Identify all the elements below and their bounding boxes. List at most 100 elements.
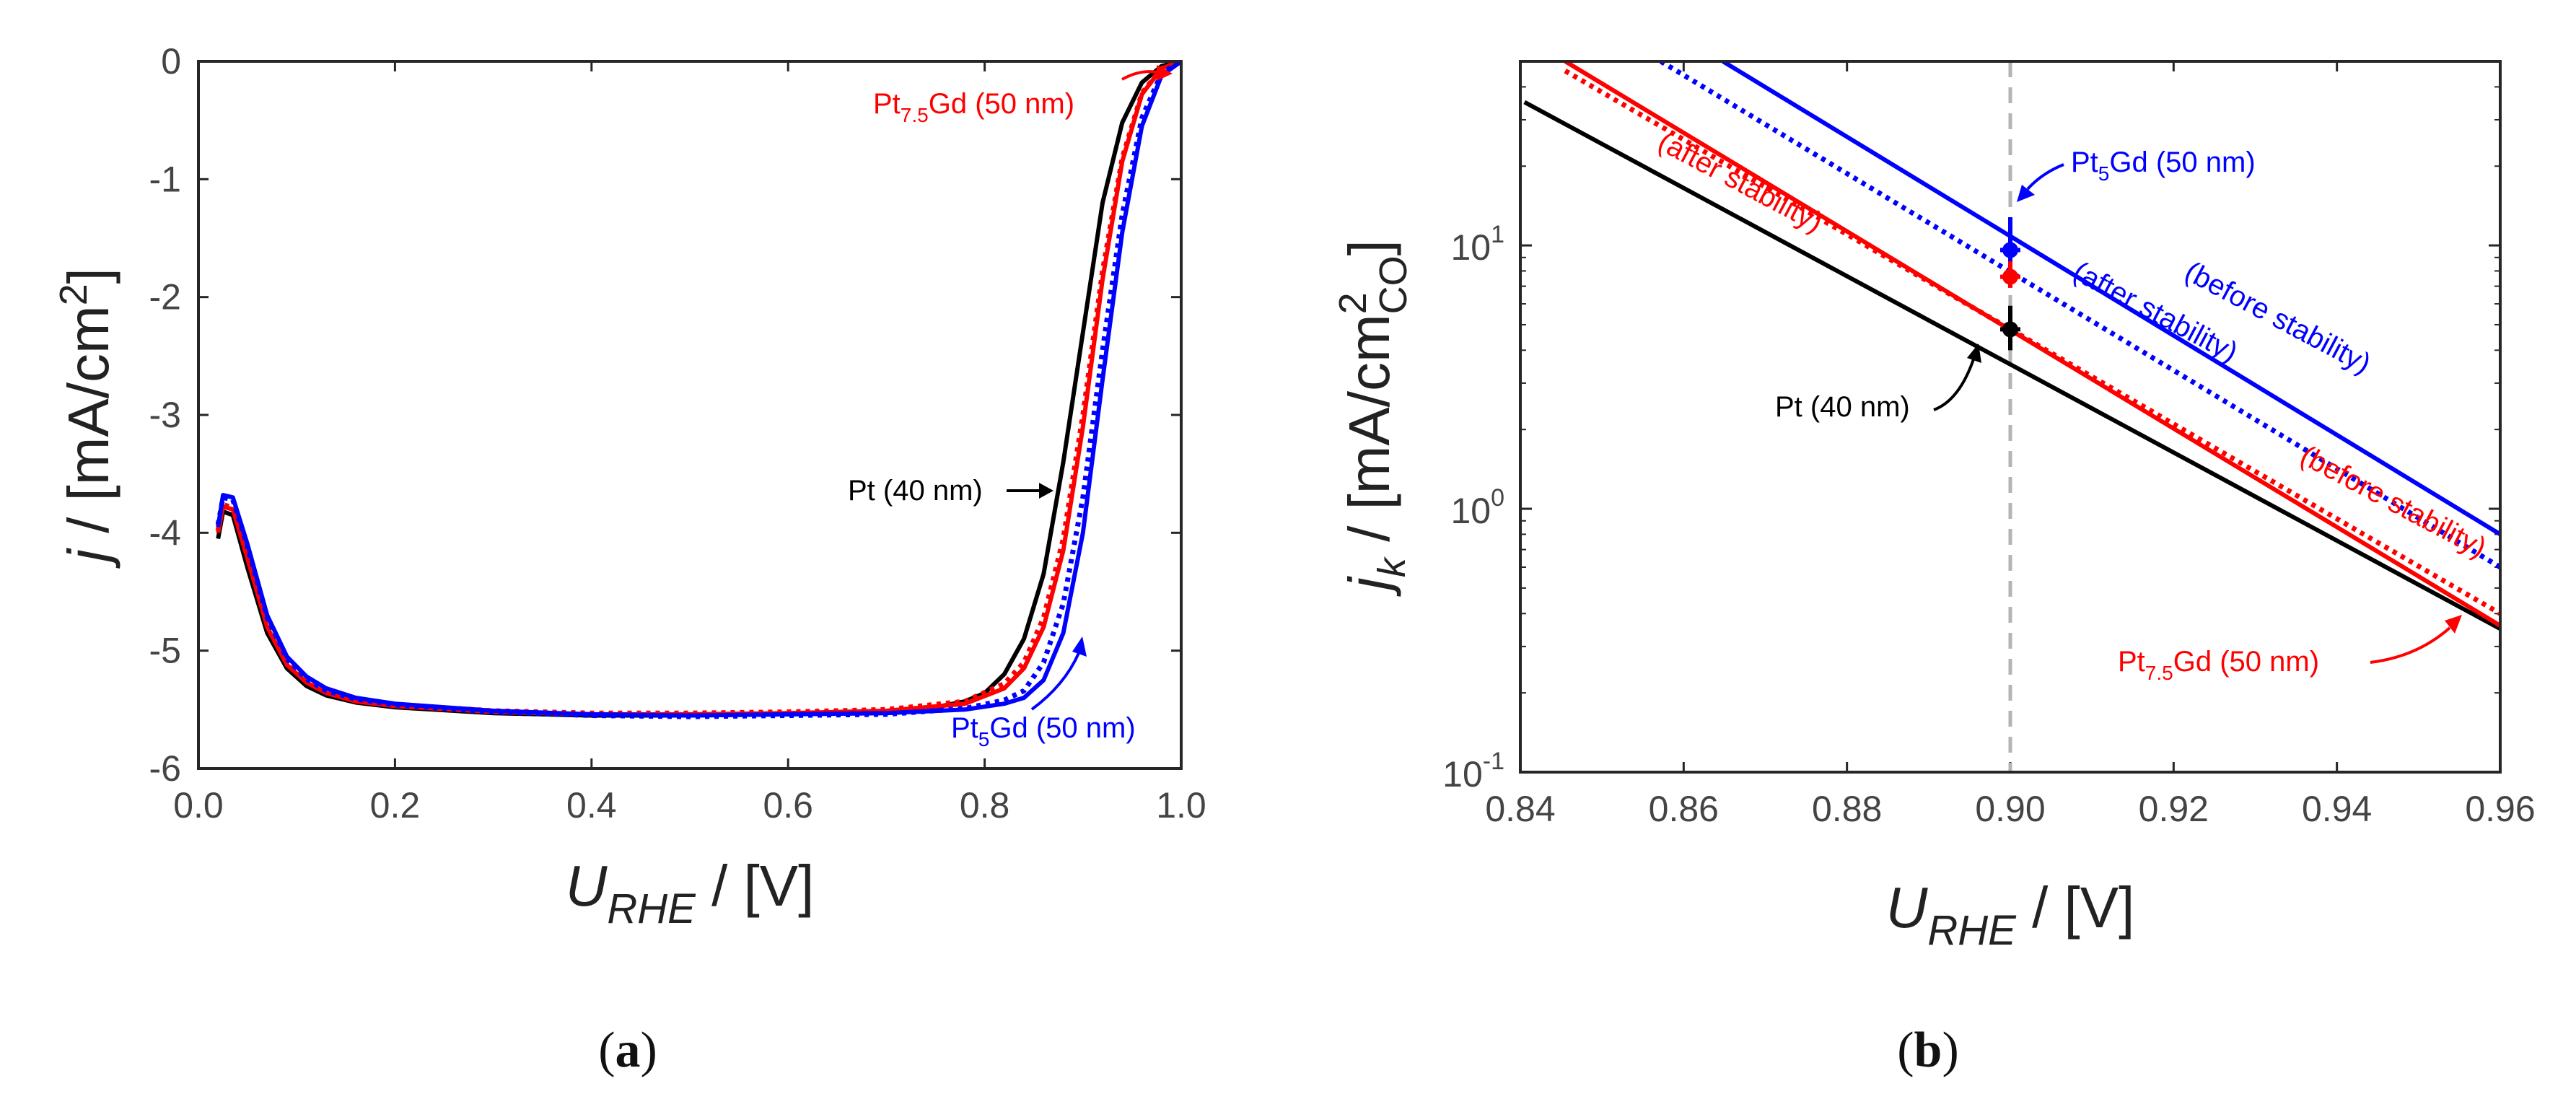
chart-b-xtick-label: 0.96 — [2465, 789, 2535, 829]
chart-b-annotation-pt5: Pt5Gd (50 nm) — [2017, 146, 2256, 202]
chart-a-ytick-label: 0 — [161, 41, 181, 82]
chart-a-xtick-label: 0.8 — [960, 785, 1010, 826]
chart-a-annotation-pt: Pt (40 nm) — [848, 475, 1053, 507]
chart-b-annotation-pt75-arrow — [2370, 626, 2451, 664]
chart-a-ylabel-close: ] — [56, 268, 121, 284]
panel-a-label-open: ( — [598, 1023, 615, 1078]
chart-a-annotation-pt5-label: Pt5Gd (50 nm) — [951, 712, 1136, 750]
chart-b-ytick-label: 10-1 — [1442, 748, 1504, 794]
chart-a-annotation-pt5-sub: 5 — [978, 728, 990, 750]
chart-a: 0.0 0.2 0.4 0.6 0.8 1.0 0 -1 -2 -3 -4 -5 -6 j / [mA/… — [52, 41, 1206, 1078]
chart-b-annotation-pt5-sub: 5 — [2098, 162, 2110, 185]
chart-b-annotation-pt5-label: Pt5Gd (50 nm) — [2071, 146, 2256, 185]
chart-a-ytick-label: -4 — [149, 512, 181, 553]
chart-b-xtick-label: 0.88 — [1812, 789, 1882, 829]
chart-b-series-line-4 — [1659, 61, 2500, 569]
chart-a-xtick-label: 0.4 — [566, 785, 617, 826]
chart-a-ylabel-sup: 2 — [52, 284, 95, 305]
chart-a-annotation-pt5-rest: Gd (50 nm) — [989, 712, 1135, 744]
chart-b-xtick-label: 0.90 — [1975, 789, 2045, 829]
chart-b-ytick-label: 100 — [1450, 484, 1504, 531]
chart-a-xlabel-unit: / [V] — [696, 854, 815, 918]
chart-a-xlabel-main: U — [566, 854, 608, 918]
chart-b-annotation-pt75-arrowhead — [2445, 615, 2462, 634]
chart-a-annotation-pt5: Pt5Gd (50 nm) — [951, 636, 1136, 750]
panel-b-label-close: ) — [1942, 1023, 1958, 1078]
chart-a-ytick-label: -6 — [149, 748, 181, 789]
chart-a-tick-labels: 0.0 0.2 0.4 0.6 0.8 1.0 0 -1 -2 -3 -4 -5 -6 — [149, 41, 1206, 826]
chart-a-annotation-pt-label: Pt (40 nm) — [848, 475, 983, 507]
chart-b-annotation-pt75-label: Pt7.5Gd (50 nm) — [2118, 646, 2319, 684]
chart-a-ytick-label: -1 — [149, 159, 181, 199]
chart-b-series-line-3 — [1722, 61, 2500, 536]
chart-a-xtick-label: 1.0 — [1156, 785, 1206, 826]
chart-a-annotation-pt75-base: Pt — [873, 88, 901, 120]
panel-b-label-open: ( — [1897, 1023, 1914, 1078]
chart-b-point-0 — [2002, 242, 2018, 258]
chart-a-annotation-pt-arrowhead — [1039, 483, 1053, 499]
chart-b-series — [1523, 61, 2500, 772]
chart-b-annotation-pt75: Pt7.5Gd (50 nm) — [2118, 615, 2462, 684]
chart-b-point-1 — [2002, 268, 2018, 285]
chart-b-ylabel-rest: / [mA/cm — [1337, 314, 1401, 558]
chart-b-ylabel-sub-co: CO — [1372, 255, 1415, 314]
chart-a-ylabel-rest: / [mA/cm — [56, 305, 121, 549]
chart-b-tick-labels: 0.84 0.86 0.88 0.90 0.92 0.94 0.96 10-1 100 101 — [1442, 221, 2536, 829]
chart-b-ylabel-close: ] — [1337, 240, 1401, 255]
chart-b-series-line-1 — [1564, 61, 2500, 628]
chart-b-xtick-label: 0.92 — [2139, 789, 2209, 829]
chart-a-frame — [197, 60, 1183, 770]
chart-a-annotation-pt75-arrowhead — [1157, 65, 1173, 81]
chart-a-ylabel-main: j — [56, 548, 121, 569]
chart-a-annotation-pt75: Pt7.5Gd (50 nm) — [873, 65, 1173, 126]
chart-b: 0.84 0.86 0.88 0.90 0.92 0.94 0.96 10-1 100 101 j… — [1331, 60, 2536, 1078]
chart-b-annotation-pt75-rest: Gd (50 nm) — [2173, 646, 2319, 678]
chart-a-annotation-pt5-arrow — [1030, 652, 1080, 711]
chart-b-annotation-pt5-arrow — [2026, 163, 2064, 191]
chart-b-xlabel-main: U — [1886, 875, 1929, 940]
panel-b-label: (b) — [1897, 1023, 1959, 1078]
chart-b-xtick-label: 0.94 — [2302, 789, 2372, 829]
chart-b-annotation-pt5-arrowhead — [2017, 185, 2035, 202]
chart-a-ytick-label: -3 — [149, 395, 181, 435]
chart-b-xlabel-unit: / [V] — [2016, 875, 2135, 940]
chart-a-annotation-pt75-label: Pt7.5Gd (50 nm) — [873, 88, 1074, 126]
panel-a-label-letter: a — [615, 1023, 641, 1078]
chart-b-annotation-pt: Pt (40 nm) — [1775, 343, 1981, 423]
chart-b-annotation-pt75-base: Pt — [2118, 646, 2145, 678]
chart-a-ytick-label: -5 — [149, 631, 181, 671]
chart-a-annotation-pt75-sub: 7.5 — [901, 104, 929, 126]
chart-a-series — [215, 61, 1181, 719]
chart-b-annotation-pt5-rest: Gd (50 nm) — [2109, 146, 2255, 178]
chart-a-xtick-label: 0.2 — [370, 785, 421, 826]
chart-b-annotation-pt5-base: Pt — [2071, 146, 2098, 178]
chart-a-plot-area — [198, 61, 1181, 769]
chart-a-ytick-label: -2 — [149, 277, 181, 318]
chart-b-annotation-pt-label: Pt (40 nm) — [1775, 391, 1910, 423]
chart-b-ylabel: jk / [mA/cm2CO] — [1331, 240, 1415, 597]
chart-a-ylabel: j / [mA/cm2] — [52, 268, 121, 569]
chart-b-series-line-2 — [1564, 69, 2500, 616]
chart-b-ytick-label: 101 — [1450, 221, 1504, 268]
chart-a-annotation-pt75-arrow — [1121, 70, 1159, 81]
chart-b-annotation-pt-arrow — [1933, 359, 1975, 411]
chart-b-xtick-label: 0.84 — [1485, 789, 1555, 829]
chart-b-series-line-0 — [1523, 100, 2500, 631]
chart-a-series-line-4 — [215, 61, 1181, 719]
chart-b-frame — [1519, 60, 2502, 774]
panel-b-label-letter: b — [1914, 1023, 1942, 1078]
chart-a-xlabel-sub: RHE — [607, 885, 696, 932]
chart-a-annotation-pt5-base: Pt — [951, 712, 978, 744]
chart-b-xtick-label: 0.86 — [1649, 789, 1719, 829]
chart-a-annotation-pt5-arrowhead — [1072, 636, 1087, 657]
panel-a-label-close: ) — [641, 1023, 657, 1078]
chart-a-xtick-label: 0.6 — [763, 785, 813, 826]
chart-b-point-2 — [2002, 321, 2018, 338]
chart-a-series-line-3 — [216, 61, 1181, 718]
chart-b-xlabel: URHE / [V] — [1886, 875, 2135, 954]
chart-b-ylabel-sup: 2 — [1331, 292, 1375, 314]
chart-a-xlabel: URHE / [V] — [566, 854, 815, 932]
chart-b-ylabel-main: j — [1337, 576, 1401, 597]
chart-b-xlabel-sub: RHE — [1927, 907, 2017, 954]
